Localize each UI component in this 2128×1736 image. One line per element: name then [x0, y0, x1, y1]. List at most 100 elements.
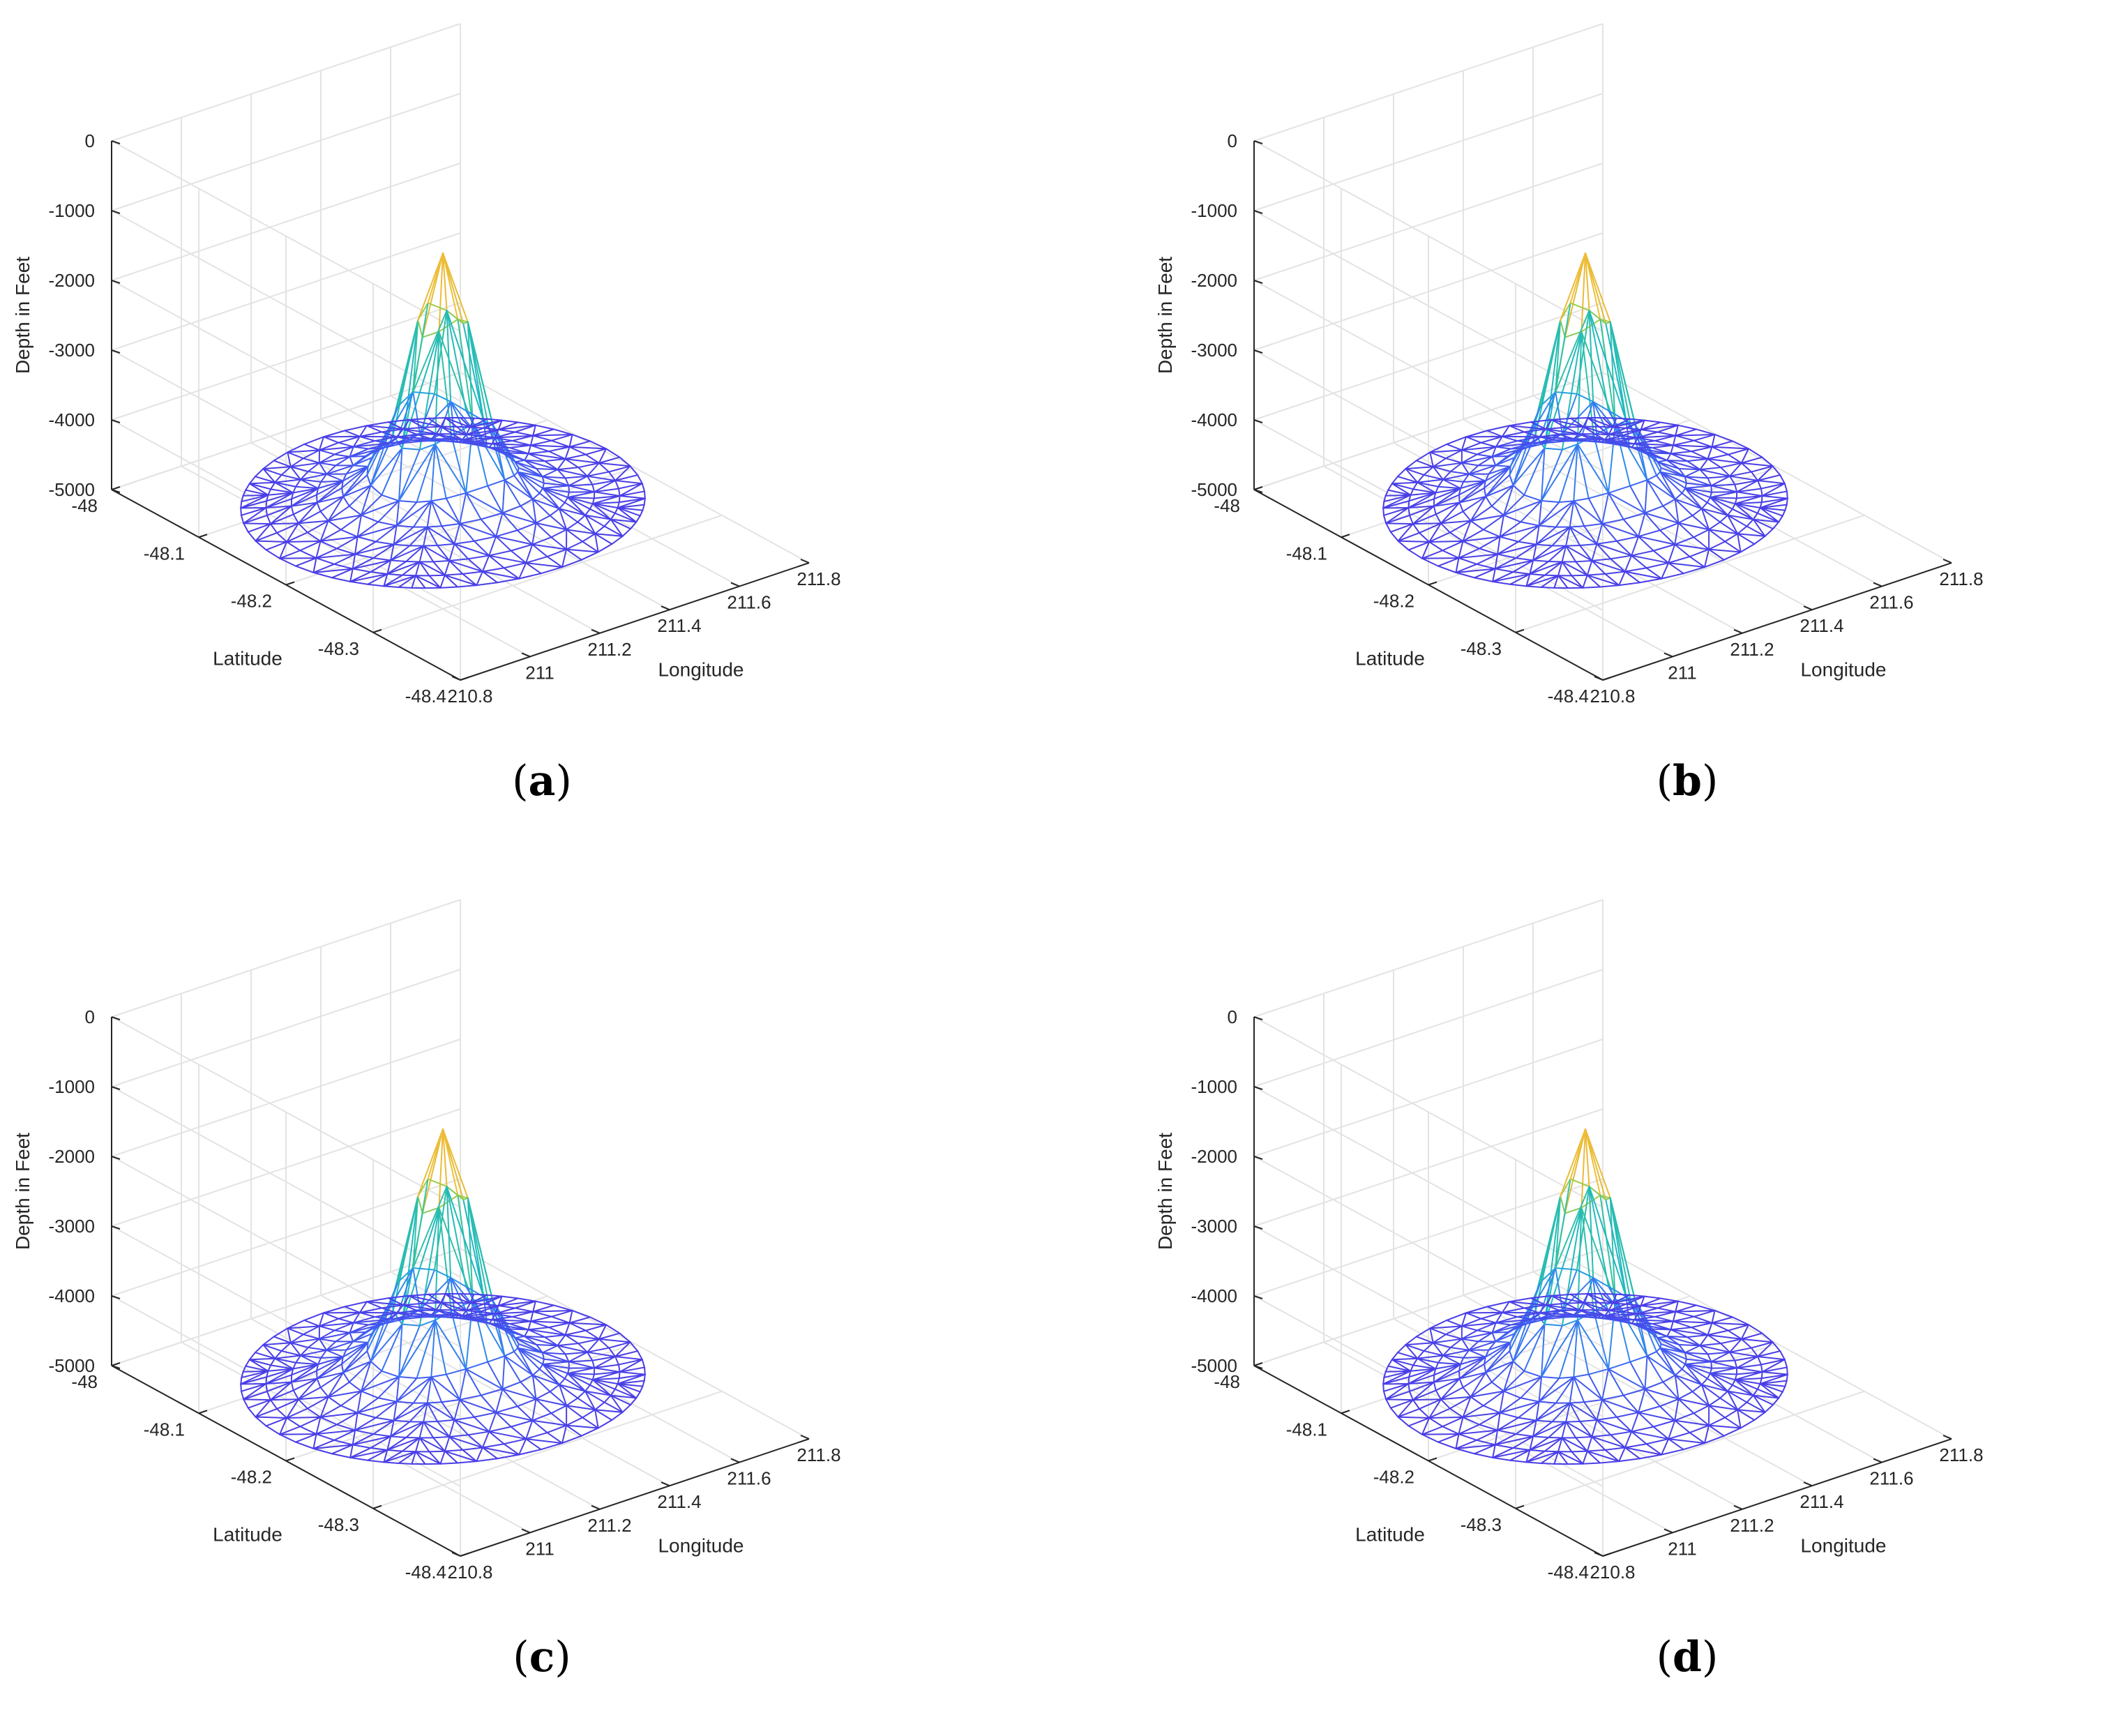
mesh-edge: [1737, 1403, 1746, 1410]
mesh-edge: [1429, 1417, 1463, 1418]
y-tick: [199, 1410, 207, 1413]
mesh-edge: [1434, 506, 1436, 515]
mesh-edge: [528, 1327, 549, 1329]
mesh-edge: [1742, 463, 1773, 466]
mesh-edge: [483, 1432, 489, 1448]
mesh-edge: [250, 1359, 275, 1360]
y-tick: [1341, 534, 1350, 537]
mesh-edge: [644, 1367, 645, 1374]
mesh-edge: [540, 488, 543, 493]
mesh-edge: [1429, 1418, 1442, 1426]
mesh-edge: [296, 558, 316, 566]
mesh-edge: [358, 1402, 397, 1413]
mesh-edge: [1548, 561, 1562, 562]
mesh-edge: [496, 1406, 518, 1412]
mesh-edge: [1647, 1439, 1669, 1444]
mesh-edge: [256, 1417, 287, 1418]
mesh-edge: [1409, 550, 1422, 558]
mesh-edge: [636, 516, 640, 522]
mesh-edge: [1645, 421, 1661, 423]
mesh-edge: [1493, 1444, 1495, 1457]
mesh-edge: [313, 558, 316, 573]
mesh-edge: [1466, 437, 1481, 442]
mesh-edge: [1386, 523, 1391, 531]
mesh-edge: [1451, 471, 1469, 474]
mesh-edge: [321, 1357, 343, 1358]
mesh-edge: [543, 1345, 557, 1352]
x-tick-label: 211.4: [657, 615, 701, 636]
mesh-edge: [397, 501, 399, 526]
mesh-edge: [423, 1303, 442, 1304]
mesh-edge: [1682, 488, 1686, 493]
mesh-edge: [1456, 558, 1458, 573]
mesh-edge: [1675, 493, 1682, 499]
mesh-edge: [483, 1444, 504, 1447]
mesh-edge: [1417, 1356, 1443, 1359]
mesh-edge: [350, 1450, 387, 1458]
mesh-edge: [457, 1303, 470, 1304]
mesh-edge: [350, 1444, 353, 1457]
mesh-edge: [1584, 1400, 1602, 1402]
mesh-edge: [1715, 435, 1733, 441]
mesh-edge: [1463, 511, 1471, 520]
mesh-edge: [423, 427, 442, 428]
mesh-edge: [248, 532, 256, 541]
mesh-edge: [1765, 529, 1773, 536]
y-tick-label: -48: [1214, 1371, 1240, 1392]
z-tick-label: -4000: [1191, 409, 1238, 430]
mesh-edge: [1442, 541, 1463, 550]
z-tick-label: -4000: [49, 1285, 96, 1306]
mesh-edge: [545, 459, 565, 461]
mesh-edge: [483, 428, 499, 430]
mesh-edge: [1500, 1391, 1504, 1413]
mesh-edge: [1617, 1412, 1638, 1417]
mesh-edge: [615, 1357, 619, 1365]
mesh-edge: [1647, 1356, 1663, 1382]
mesh-edge: [1384, 1384, 1408, 1391]
mesh-edge: [1504, 515, 1520, 522]
mesh-edge: [287, 1417, 320, 1418]
mesh-edge: [416, 1451, 440, 1463]
mesh-edge: [1783, 1387, 1786, 1392]
y-tick-label: -48.4: [405, 1562, 446, 1583]
mesh-edge: [332, 578, 350, 582]
z-tick-label: 0: [85, 1006, 95, 1027]
mesh-edge: [1712, 435, 1715, 447]
mesh-edge: [1388, 483, 1392, 490]
x-tick-label: 211.6: [1869, 1468, 1913, 1489]
mesh-edge: [1580, 544, 1597, 545]
mesh-edge: [373, 1434, 391, 1436]
mesh-edge: [1606, 322, 1610, 324]
mesh-edge: [350, 568, 353, 581]
mesh-edge: [565, 1373, 568, 1378]
mesh-edge: [243, 523, 271, 524]
mesh-edge: [526, 557, 547, 563]
mesh-edge: [510, 1321, 531, 1324]
y-tick: [373, 1506, 382, 1509]
mesh-edge: [644, 499, 645, 505]
mesh-edge: [1386, 523, 1413, 524]
mesh-edge: [503, 480, 505, 513]
mesh-edge: [510, 445, 531, 448]
plot-c: 0-1000-2000-3000-4000-5000-48-48.1-48.2-…: [0, 876, 949, 1580]
mesh-edge: [1438, 1434, 1458, 1442]
mesh-edge: [416, 575, 440, 587]
mesh-edge: [1541, 501, 1560, 502]
grid-line: [112, 24, 460, 141]
mesh-edge: [433, 561, 445, 575]
panel-c: 0-1000-2000-3000-4000-5000-48-48.1-48.2-…: [0, 876, 1064, 1736]
mesh-edge: [1520, 501, 1541, 522]
mesh-edge: [1589, 1375, 1602, 1400]
mesh-edge: [308, 471, 326, 474]
mesh-edge: [1513, 1361, 1524, 1371]
mesh-edge: [442, 1400, 460, 1402]
mesh-edge: [292, 506, 294, 515]
mesh-edge: [1516, 1434, 1533, 1436]
mesh-edge: [496, 530, 518, 536]
mesh-edge: [428, 526, 442, 527]
mesh-edge: [1571, 575, 1587, 576]
mesh-edge: [1654, 1421, 1675, 1427]
mesh-edge: [321, 481, 343, 482]
mesh-edge: [598, 1420, 612, 1428]
mesh-edge: [526, 1433, 547, 1439]
